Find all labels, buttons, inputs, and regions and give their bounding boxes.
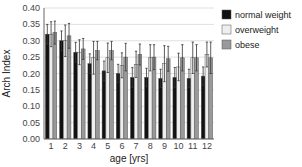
legend: normal weight overweight obese bbox=[222, 10, 292, 50]
grid-line bbox=[44, 24, 214, 25]
x-tick-label: 10 bbox=[174, 141, 184, 151]
bar bbox=[67, 36, 71, 139]
series bbox=[49, 22, 209, 139]
error-bar bbox=[181, 45, 183, 71]
error-bar bbox=[82, 38, 84, 59]
error-bar bbox=[174, 68, 176, 88]
chart: 0.000.050.100.150.200.250.300.350.401234… bbox=[0, 0, 302, 167]
x-tick-label: 2 bbox=[63, 141, 68, 151]
bar bbox=[78, 52, 82, 139]
grid bbox=[44, 8, 214, 139]
error-bar bbox=[78, 40, 80, 65]
error-bar bbox=[160, 69, 162, 87]
error-bar bbox=[131, 68, 133, 88]
bar bbox=[49, 34, 53, 139]
error-bar bbox=[163, 46, 165, 82]
x-axis-label: age [yrs] bbox=[110, 153, 149, 164]
legend-swatch bbox=[222, 10, 231, 19]
bar bbox=[95, 51, 99, 139]
error-bar bbox=[117, 64, 119, 82]
bars bbox=[45, 21, 212, 139]
error-bar bbox=[64, 25, 66, 56]
bar bbox=[74, 52, 78, 139]
error-bar bbox=[46, 24, 48, 44]
error-bar bbox=[89, 54, 91, 74]
legend-label: normal weight bbox=[235, 10, 292, 20]
error-bar bbox=[195, 45, 197, 71]
y-tick-label: 0.10 bbox=[22, 101, 40, 111]
grid-line bbox=[44, 8, 214, 9]
x-tick-label: 7 bbox=[134, 141, 139, 151]
error-bar bbox=[92, 41, 94, 74]
error-bar bbox=[188, 69, 190, 87]
error-bar bbox=[206, 42, 208, 67]
y-tick-label: 0.15 bbox=[22, 85, 40, 95]
y-tick-label: 0.30 bbox=[22, 36, 40, 46]
error-bar bbox=[96, 41, 98, 59]
series bbox=[45, 24, 205, 139]
x-tick-label: 3 bbox=[77, 141, 82, 151]
error-bar bbox=[75, 42, 77, 62]
legend-label: obese bbox=[235, 40, 260, 50]
legend-swatch bbox=[222, 40, 231, 49]
error-bar bbox=[135, 51, 137, 77]
bar bbox=[81, 49, 85, 139]
error-bar bbox=[139, 44, 141, 65]
bar bbox=[45, 34, 49, 139]
bar bbox=[138, 55, 142, 139]
x-tick-label: 11 bbox=[188, 141, 197, 151]
error-bar bbox=[121, 53, 123, 78]
error-bar bbox=[149, 45, 151, 71]
y-tick-label: 0.35 bbox=[22, 19, 40, 29]
y-tick-label: 0.00 bbox=[22, 134, 40, 144]
x-tick-label: 9 bbox=[162, 141, 167, 151]
x-tick-label: 1 bbox=[49, 141, 54, 151]
x-axis bbox=[44, 139, 214, 140]
bar bbox=[88, 64, 92, 139]
bar bbox=[116, 74, 120, 140]
y-axis bbox=[44, 8, 45, 139]
y-tick-label: 0.40 bbox=[22, 3, 40, 13]
error-bar bbox=[54, 21, 56, 44]
error-bar bbox=[145, 68, 147, 86]
error-bar bbox=[68, 23, 70, 48]
x-tick-label: 6 bbox=[119, 141, 124, 151]
error-bar bbox=[125, 43, 127, 71]
x-tick-label: 4 bbox=[91, 141, 96, 151]
legend-swatch bbox=[222, 25, 231, 34]
error-bar bbox=[202, 67, 204, 85]
error-bar bbox=[103, 61, 105, 81]
error-bar bbox=[210, 42, 212, 73]
series bbox=[53, 21, 213, 139]
error-bar bbox=[110, 41, 112, 59]
x-tick-label: 8 bbox=[148, 141, 153, 151]
bar bbox=[53, 33, 57, 139]
error-bar bbox=[177, 53, 179, 81]
error-bar bbox=[60, 31, 62, 51]
grid-line bbox=[44, 139, 214, 140]
y-tick-label: 0.25 bbox=[22, 52, 40, 62]
error-bar bbox=[153, 45, 155, 70]
bar bbox=[60, 41, 64, 139]
error-bar bbox=[167, 46, 169, 71]
x-tick-label: 5 bbox=[105, 141, 110, 151]
error-bar bbox=[107, 43, 109, 72]
x-tick-label: 12 bbox=[202, 141, 212, 151]
error-bar bbox=[50, 22, 52, 47]
y-axis-label: Arch Index bbox=[1, 50, 12, 98]
bar bbox=[110, 51, 114, 139]
y-tick-label: 0.20 bbox=[22, 69, 40, 79]
error-bar bbox=[192, 42, 194, 73]
y-tick-label: 0.05 bbox=[22, 118, 40, 128]
legend-label: overweight bbox=[235, 25, 279, 35]
